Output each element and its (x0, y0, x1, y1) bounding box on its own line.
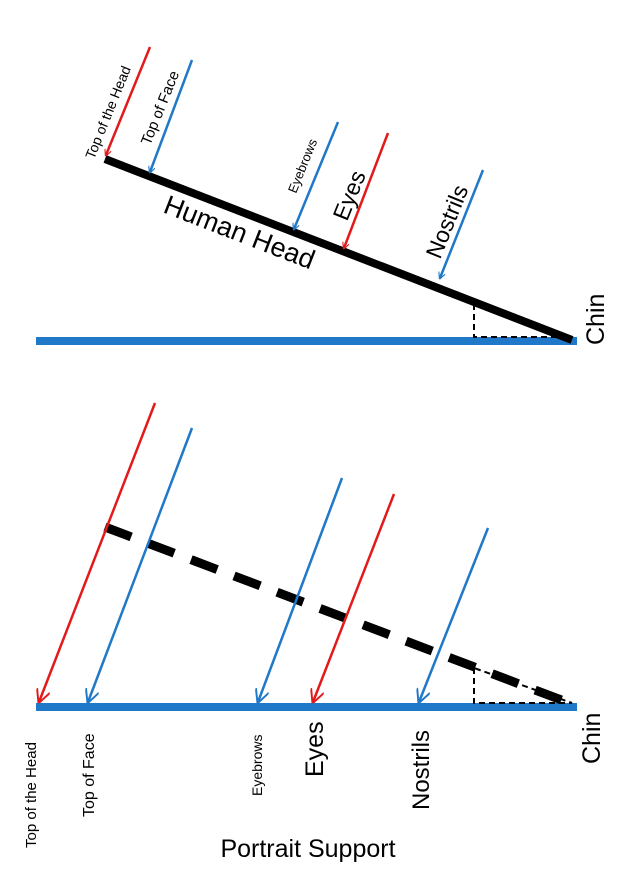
top-angle-indicator (473, 302, 573, 338)
bottom-label-top-of-face: Top of Face (81, 733, 98, 817)
bottom-arrow-eyebrows (258, 477, 344, 702)
top-label-eyebrows: Eyebrows (285, 136, 320, 195)
bottom-chin-label: Chin (578, 713, 606, 764)
top-panel: Top of the Head Top of Face Eyebrows Eye… (36, 46, 610, 345)
top-chin-label: Chin (582, 294, 610, 345)
top-arrow-top-of-head (106, 46, 152, 155)
projected-head-line (103, 522, 574, 709)
bottom-panel: Top of the Head Top of Face Eyebrows Eye… (23, 402, 606, 863)
bottom-label-eyebrows: Eyebrows (249, 735, 265, 796)
top-arrow-nostrils (440, 169, 485, 278)
top-label-top-of-face: Top of Face (138, 68, 183, 147)
top-arrow-eyebrows (294, 121, 340, 229)
top-arrow-top-of-face (150, 59, 194, 172)
portrait-support-label: Portrait Support (220, 835, 395, 863)
bottom-label-top-of-head: Top of the Head (23, 742, 40, 848)
bottom-arrow-top-of-head (39, 402, 157, 702)
bottom-arrow-nostrils (419, 527, 490, 702)
bottom-label-eyes: Eyes (301, 721, 329, 777)
bottom-arrow-eyes (313, 493, 396, 702)
top-label-top-of-head: Top of the Head (82, 63, 134, 161)
top-label-nostrils: Nostrils (421, 181, 474, 262)
bottom-label-nostrils: Nostrils (408, 730, 435, 810)
top-arrow-eyes (344, 132, 390, 248)
bottom-arrow-top-of-face (88, 427, 194, 702)
bottom-angle-indicator (473, 666, 573, 704)
